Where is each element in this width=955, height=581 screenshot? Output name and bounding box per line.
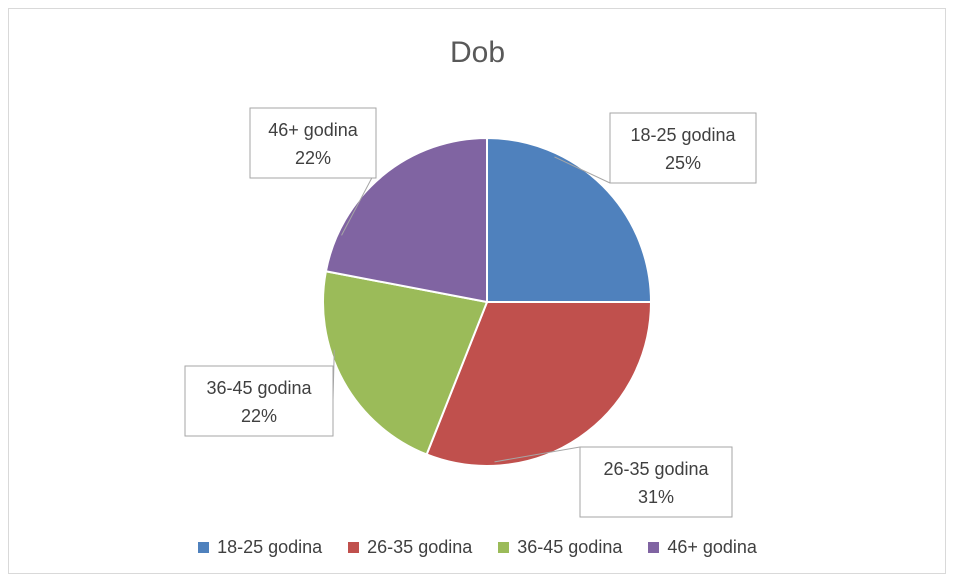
legend-swatch xyxy=(198,542,210,553)
pie-slice xyxy=(322,270,489,456)
data-label-value: 25% xyxy=(665,153,701,173)
data-label-value: 22% xyxy=(295,148,331,168)
data-label-category: 46+ godina xyxy=(268,120,359,140)
leader-line xyxy=(494,446,581,463)
legend-item: 36-45 godina xyxy=(498,537,622,558)
pie-slices xyxy=(322,136,653,467)
data-label-box xyxy=(184,365,334,437)
data-label-box xyxy=(249,107,377,179)
chart-title: Dob xyxy=(449,36,506,69)
legend: 18-25 godina 26-35 godina 36-45 godina 4… xyxy=(0,537,955,558)
legend-swatch xyxy=(648,542,660,553)
legend-swatch xyxy=(348,542,360,553)
data-label-box xyxy=(609,112,757,184)
pie-slice xyxy=(425,301,653,467)
data-labels: 18-25 godina 25% 26-35 godina 31% 36-45 godi… xyxy=(184,107,757,518)
pie-slice xyxy=(486,136,653,303)
leader-line xyxy=(554,156,611,184)
legend-item: 26-35 godina xyxy=(348,537,472,558)
legend-label: 18-25 godina xyxy=(217,537,323,557)
pie-slice xyxy=(324,136,488,304)
legend-label: 36-45 godina xyxy=(517,537,623,557)
data-label-category: 36-45 godina xyxy=(206,378,312,398)
data-label-category: 18-25 godina xyxy=(630,125,736,145)
legend-label: 46+ godina xyxy=(667,537,757,557)
legend-label: 26-35 godina xyxy=(367,537,473,557)
legend-item: 46+ godina xyxy=(648,537,757,558)
data-label-value: 22% xyxy=(241,406,277,426)
legend-item: 18-25 godina xyxy=(198,537,322,558)
data-label-value: 31% xyxy=(638,487,674,507)
leader-line xyxy=(341,169,377,236)
label-leader-lines xyxy=(332,156,611,463)
data-label-category: 26-35 godina xyxy=(603,459,709,479)
data-label-box xyxy=(579,446,733,518)
legend-swatch xyxy=(498,542,510,553)
